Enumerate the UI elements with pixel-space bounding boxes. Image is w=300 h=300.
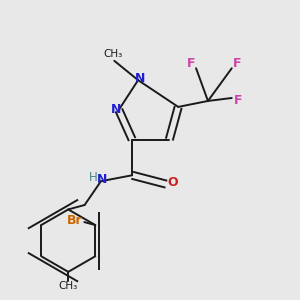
Text: F: F (187, 57, 195, 70)
Text: Br: Br (67, 214, 82, 227)
Text: H: H (89, 171, 98, 184)
Text: CH₃: CH₃ (58, 281, 78, 291)
Text: O: O (167, 176, 178, 189)
Text: N: N (135, 72, 146, 85)
Text: F: F (233, 57, 241, 70)
Text: CH₃: CH₃ (103, 49, 122, 59)
Text: N: N (97, 172, 108, 186)
Text: F: F (234, 94, 242, 107)
Text: N: N (111, 103, 122, 116)
